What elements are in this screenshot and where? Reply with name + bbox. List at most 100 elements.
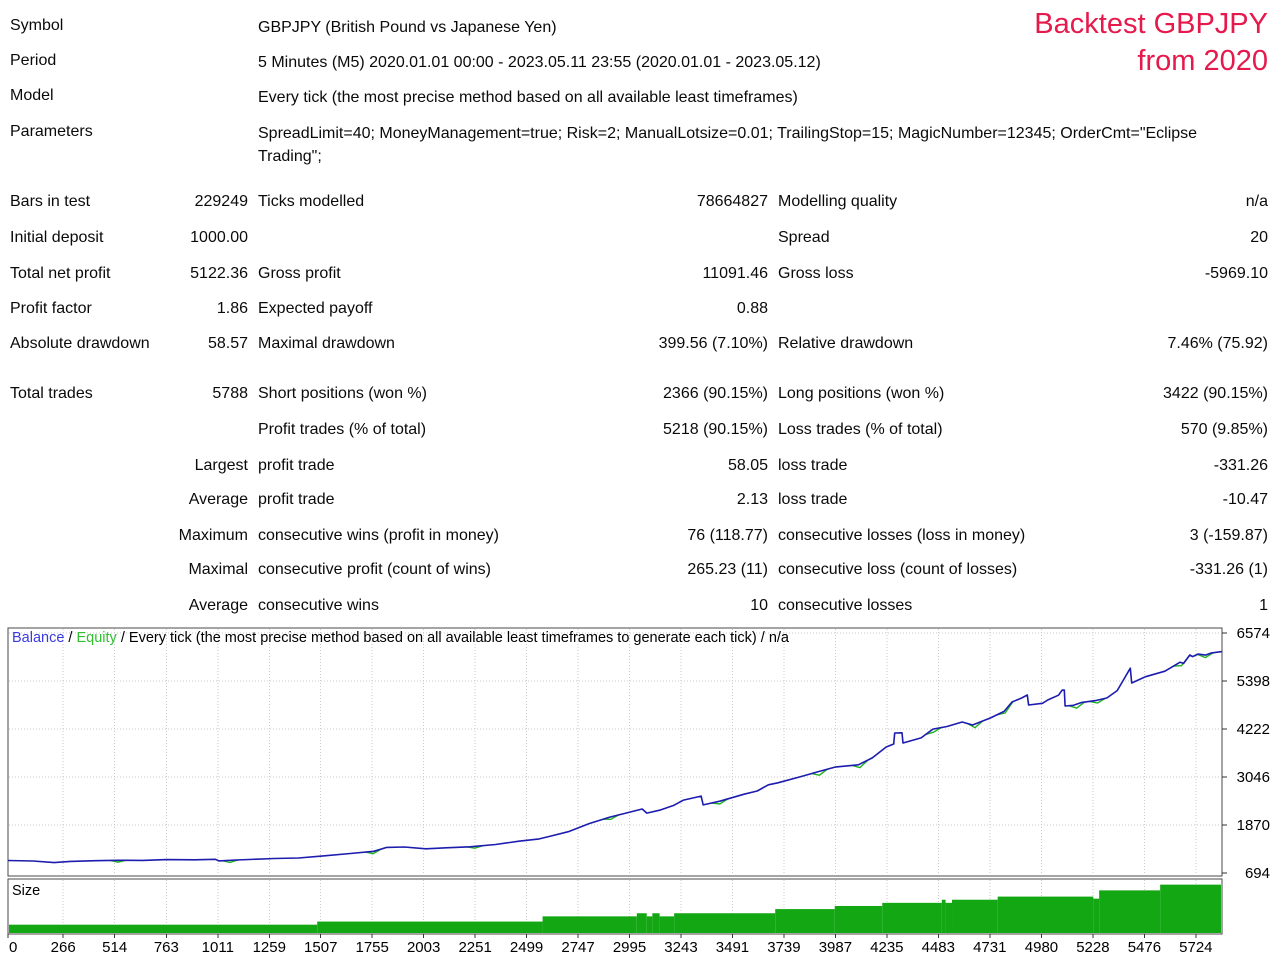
svg-text:5724: 5724: [1179, 939, 1212, 956]
svg-text:4235: 4235: [870, 939, 903, 956]
svg-text:763: 763: [154, 939, 179, 956]
stat-label: Maximal drawdown: [258, 335, 395, 352]
stat-label: Profit factor: [10, 300, 92, 317]
svg-text:266: 266: [51, 939, 76, 956]
stat-label: Gross loss: [778, 265, 854, 282]
stat-value: 5122.36: [190, 265, 248, 282]
stat-value: Average: [188, 491, 248, 508]
stat-value: 5218 (90.15%): [663, 421, 768, 438]
svg-text:5398: 5398: [1237, 673, 1270, 690]
info-label: Model: [10, 87, 54, 104]
stat-value: 1: [1259, 597, 1268, 614]
stat-label: consecutive profit (count of wins): [258, 561, 491, 578]
balance-chart-panel: 0 266 514 763 1011 1259 1507 1755 2003 2251 2499 27…: [0, 625, 1280, 960]
svg-text:4980: 4980: [1025, 939, 1058, 956]
info-label: Parameters: [10, 123, 93, 140]
svg-text:1259: 1259: [253, 939, 286, 956]
stat-value: -331.26 (1): [1189, 561, 1268, 578]
stat-value: -5969.10: [1204, 265, 1268, 282]
stat-value: 20: [1250, 229, 1268, 246]
stat-label: consecutive wins: [258, 597, 379, 614]
info-label: Symbol: [10, 17, 64, 34]
svg-text:2251: 2251: [458, 939, 491, 956]
stat-value: 3422 (90.15%): [1163, 385, 1268, 402]
stat-value: Maximum: [178, 527, 248, 544]
svg-text:1507: 1507: [304, 939, 337, 956]
stat-label: Expected payoff: [258, 300, 373, 317]
stat-label: Total trades: [10, 385, 93, 402]
stat-value: 76 (118.77): [687, 527, 768, 544]
stat-value: 2.13: [736, 491, 768, 508]
page-title-line2: from 2020: [1137, 45, 1268, 77]
svg-text:3046: 3046: [1237, 769, 1270, 786]
chart-legend: Balance / Equity / Every tick (the most …: [12, 630, 790, 646]
balance-line: [7, 650, 1223, 864]
x-axis-labels: 0 266 514 763 1011 1259 1507 1755 2003 2251 2499 27…: [9, 939, 1213, 956]
stat-label: loss trade: [778, 457, 848, 474]
stat-value: Average: [188, 597, 248, 614]
stat-label: Long positions (won %): [778, 385, 945, 402]
svg-text:1755: 1755: [356, 939, 389, 956]
stat-label: Modelling quality: [778, 193, 898, 210]
svg-text:2003: 2003: [407, 939, 440, 956]
y-axis-labels: 6574 5398 4222 3046 1870 694: [1237, 625, 1270, 882]
size-bars: [9, 884, 1221, 933]
svg-text:5476: 5476: [1128, 939, 1161, 956]
stat-label: Relative drawdown: [778, 335, 914, 352]
stat-value: 1000.00: [190, 229, 248, 246]
stat-label: loss trade: [778, 491, 848, 508]
info-value: Every tick (the most precise method base…: [258, 89, 798, 106]
stat-value: 7.46% (75.92): [1167, 335, 1268, 352]
stat-label: Initial deposit: [10, 229, 104, 246]
stat-value: 11091.46: [702, 265, 768, 282]
stat-value: 58.57: [207, 335, 248, 352]
stat-value: n/a: [1245, 193, 1268, 210]
stat-value: 5788: [212, 385, 248, 402]
stat-label: Absolute drawdown: [10, 335, 150, 352]
info-value: SpreadLimit=40; MoneyManagement=true; Ri…: [258, 125, 1198, 165]
stat-label: Spread: [778, 229, 830, 246]
stat-value: 265.23 (11): [687, 561, 768, 578]
chart-grid: [9, 629, 1221, 933]
svg-text:3491: 3491: [716, 939, 749, 956]
stat-label: Ticks modelled: [258, 193, 365, 210]
stat-label: consecutive losses (loss in money): [778, 527, 1026, 544]
stat-value: 58.05: [727, 457, 768, 474]
svg-text:1011: 1011: [202, 939, 234, 956]
stat-value: 399.56 (7.10%): [658, 335, 768, 352]
stat-label: consecutive loss (count of losses): [778, 561, 1018, 578]
axis-ticks: [7, 632, 1227, 938]
stat-label: Short positions (won %): [258, 385, 427, 402]
svg-text:5228: 5228: [1076, 939, 1109, 956]
stat-label: profit trade: [258, 491, 335, 508]
balance-equity-chart: 0 266 514 763 1011 1259 1507 1755 2003 2251 2499 27…: [7, 625, 1270, 956]
stat-label: profit trade: [258, 457, 335, 474]
svg-text:2747: 2747: [561, 939, 594, 956]
svg-text:4731: 4731: [973, 939, 1006, 956]
stat-label: Bars in test: [10, 193, 91, 210]
info-value: GBPJPY (British Pound vs Japanese Yen): [258, 19, 557, 36]
svg-text:694: 694: [1245, 865, 1270, 882]
stat-label: Total net profit: [10, 265, 111, 282]
main-chart-frame: [7, 627, 1223, 877]
stat-value: Maximal: [188, 561, 248, 578]
stat-label: Loss trades (% of total): [778, 421, 943, 438]
page-title-line1: Backtest GBPJPY: [1034, 8, 1268, 40]
page-title: Backtest GBPJPY from 2020: [1034, 6, 1268, 80]
svg-text:6574: 6574: [1237, 626, 1270, 642]
svg-text:2995: 2995: [613, 939, 646, 956]
stat-value: 2366 (90.15%): [663, 385, 768, 402]
stat-value: -10.47: [1222, 491, 1268, 508]
svg-text:1870: 1870: [1237, 817, 1270, 834]
svg-text:0: 0: [9, 939, 17, 956]
svg-text:4483: 4483: [922, 939, 955, 956]
stat-value: 229249: [194, 193, 248, 210]
info-label: Period: [10, 52, 57, 69]
size-panel-label: Size: [12, 883, 40, 899]
svg-text:3987: 3987: [819, 939, 852, 956]
stat-value: 78664827: [696, 193, 768, 210]
stat-value: Largest: [194, 457, 248, 474]
stat-label: Profit trades (% of total): [258, 421, 427, 438]
stat-label: Gross profit: [258, 265, 341, 282]
